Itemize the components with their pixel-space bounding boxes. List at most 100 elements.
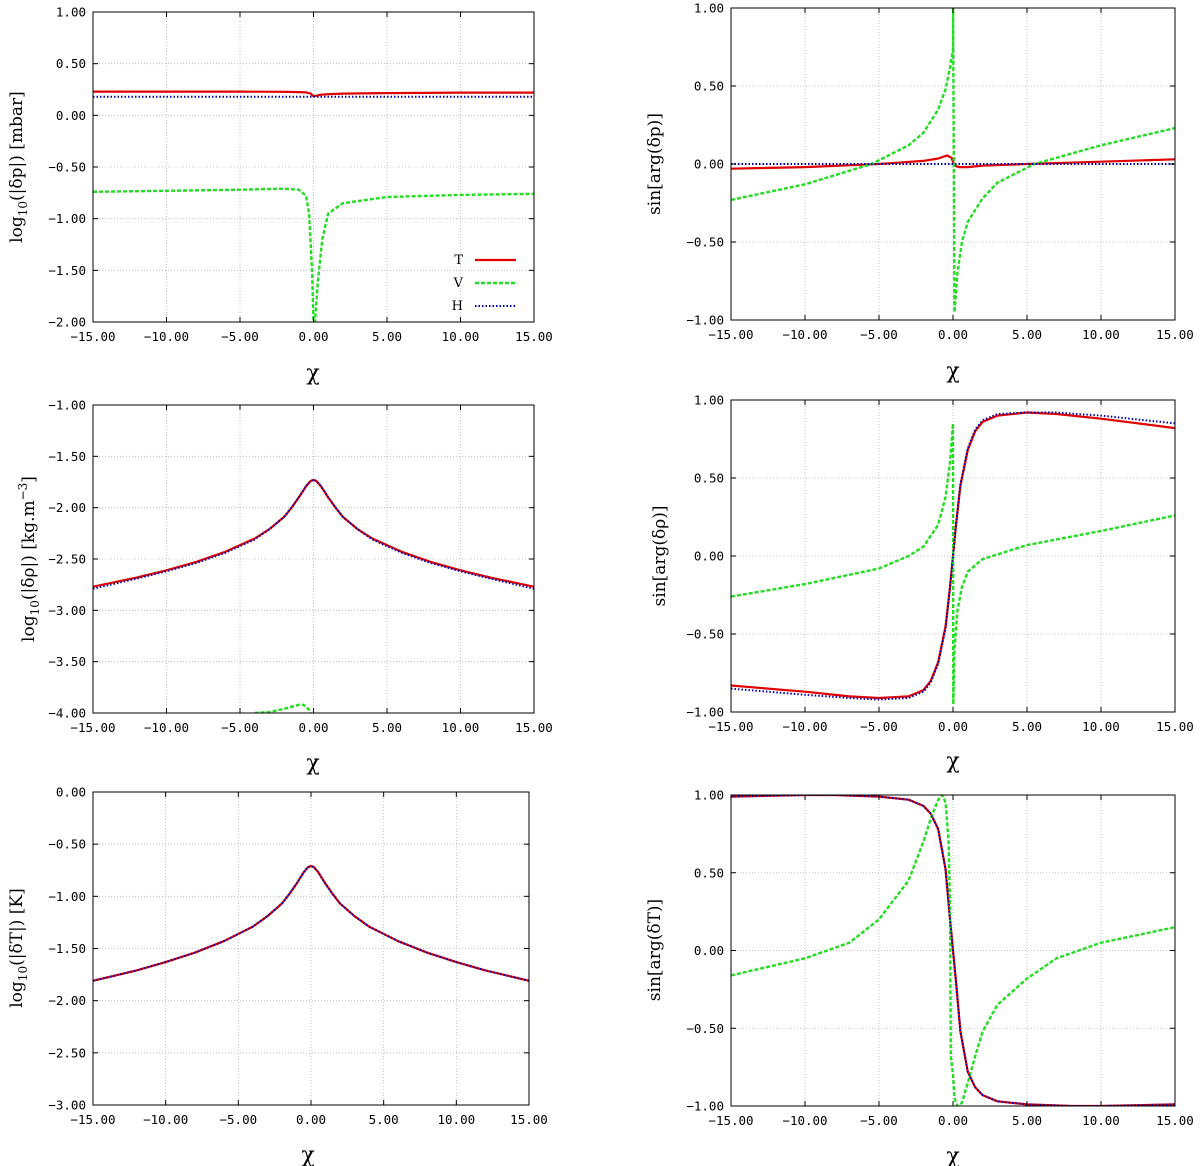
y-tick-label: −1.50 bbox=[48, 449, 86, 464]
x-axis-label: χ bbox=[946, 1144, 959, 1166]
x-tick-label: −15.00 bbox=[70, 1112, 115, 1127]
x-tick-label: −5.00 bbox=[860, 719, 898, 734]
x-tick-label: −10.00 bbox=[144, 329, 189, 344]
y-axis-label: log10(|δT|) [K] bbox=[7, 888, 30, 1008]
y-tick-label: 1.00 bbox=[56, 5, 86, 20]
x-axis-label: χ bbox=[946, 359, 959, 384]
y-tick-label: −1.00 bbox=[48, 211, 86, 226]
x-tick-label: 10.00 bbox=[438, 1112, 476, 1127]
y-tick-label: −0.50 bbox=[48, 837, 86, 852]
y-axis-label: sin[arg(δp)] bbox=[645, 113, 665, 215]
y-tick-label: 0.00 bbox=[56, 108, 86, 123]
series-V-line bbox=[731, 422, 1175, 706]
y-tick-label: 0.50 bbox=[56, 56, 86, 71]
x-tick-label: 0.00 bbox=[938, 719, 968, 734]
x-tick-label: 15.00 bbox=[510, 1112, 548, 1127]
y-tick-label: −1.00 bbox=[48, 889, 86, 904]
series-V-line bbox=[93, 187, 534, 322]
y-tick-label: −2.00 bbox=[48, 993, 86, 1008]
series-H-line bbox=[731, 795, 1175, 1106]
x-tick-label: 5.00 bbox=[372, 329, 402, 344]
x-tick-label: −15.00 bbox=[70, 720, 115, 735]
y-tick-label: −2.00 bbox=[48, 315, 86, 330]
x-tick-label: 5.00 bbox=[1012, 1113, 1042, 1128]
x-tick-label: 10.00 bbox=[442, 720, 480, 735]
chart-arg_drho: −15.00 −10.00 −5.00 0.00 5.00 10.00 15.00 −1.00… bbox=[650, 393, 1194, 775]
x-tick-label: 5.00 bbox=[1012, 327, 1042, 342]
y-tick-label: −1.50 bbox=[48, 263, 86, 278]
y-tick-label: −0.50 bbox=[686, 627, 724, 642]
x-tick-label: 10.00 bbox=[1082, 1113, 1120, 1128]
x-tick-label: 0.00 bbox=[938, 327, 968, 342]
x-tick-label: 10.00 bbox=[1082, 719, 1120, 734]
y-tick-label: −2.00 bbox=[48, 500, 86, 515]
x-tick-label: 0.00 bbox=[938, 1113, 968, 1128]
y-tick-label: −4.00 bbox=[48, 706, 86, 721]
x-tick-label: −10.00 bbox=[143, 1112, 188, 1127]
y-tick-label: 1.00 bbox=[694, 788, 724, 803]
y-tick-label: 0.00 bbox=[694, 549, 724, 564]
x-axis-label: χ bbox=[306, 751, 319, 776]
y-tick-label: −3.00 bbox=[48, 1098, 86, 1113]
x-tick-label: −15.00 bbox=[708, 719, 753, 734]
legend-label-V: V bbox=[453, 276, 464, 291]
x-tick-label: 10.00 bbox=[1082, 327, 1120, 342]
x-axis-label: χ bbox=[301, 1143, 314, 1166]
x-tick-label: 15.00 bbox=[515, 329, 553, 344]
x-tick-label: −5.00 bbox=[221, 720, 259, 735]
x-tick-label: −5.00 bbox=[220, 1112, 258, 1127]
x-tick-label: 0.00 bbox=[296, 1112, 326, 1127]
y-tick-label: 0.50 bbox=[694, 865, 724, 880]
x-tick-label: 0.00 bbox=[298, 329, 328, 344]
y-tick-label: 0.00 bbox=[694, 943, 724, 958]
y-tick-label: 0.00 bbox=[56, 785, 86, 800]
x-tick-label: −5.00 bbox=[860, 1113, 898, 1128]
x-tick-label: 10.00 bbox=[442, 329, 480, 344]
x-tick-label: 15.00 bbox=[1156, 327, 1194, 342]
x-tick-label: −15.00 bbox=[708, 327, 753, 342]
y-tick-label: 0.50 bbox=[694, 471, 724, 486]
y-tick-label: 0.50 bbox=[694, 79, 724, 94]
series-H-line bbox=[93, 865, 529, 982]
x-tick-label: −10.00 bbox=[782, 1113, 827, 1128]
y-tick-label: −1.00 bbox=[686, 313, 724, 328]
x-tick-label: −15.00 bbox=[70, 329, 115, 344]
y-tick-label: −0.50 bbox=[686, 235, 724, 250]
x-tick-label: −10.00 bbox=[782, 719, 827, 734]
x-tick-label: 0.00 bbox=[298, 720, 328, 735]
y-tick-label: −3.50 bbox=[48, 654, 86, 669]
y-tick-label: −2.50 bbox=[48, 1045, 86, 1060]
legend-label-H: H bbox=[452, 299, 463, 314]
y-tick-label: 1.00 bbox=[694, 393, 724, 408]
series-H-line bbox=[731, 411, 1175, 701]
chart-abs_dT: −15.00 −10.00 −5.00 0.00 5.00 10.00 15.00 −3.00… bbox=[7, 785, 548, 1166]
y-tick-label: −0.50 bbox=[686, 1021, 724, 1036]
y-tick-label: 1.00 bbox=[694, 1, 724, 16]
x-tick-label: −10.00 bbox=[144, 720, 189, 735]
y-tick-label: −1.00 bbox=[686, 705, 724, 720]
chart-abs_drho: −15.00 −10.00 −5.00 0.00 5.00 10.00 15.00 −4.00… bbox=[16, 398, 553, 777]
chart-abs_dp: −15.00 −10.00 −5.00 0.00 5.00 10.00 15.00 −2.00… bbox=[7, 5, 553, 387]
chart-arg_dp: −15.00 −10.00 −5.00 0.00 5.00 10.00 15.00 −1.00… bbox=[645, 1, 1194, 385]
x-tick-label: −10.00 bbox=[782, 327, 827, 342]
y-tick-label: −1.00 bbox=[686, 1099, 724, 1114]
series-H-line bbox=[93, 478, 534, 590]
x-tick-label: 15.00 bbox=[1156, 719, 1194, 734]
x-tick-label: 5.00 bbox=[369, 1112, 399, 1127]
x-tick-label: −15.00 bbox=[708, 1113, 753, 1128]
y-axis-label: log10(|δρ|) [kg.m−3] bbox=[16, 476, 42, 642]
x-tick-label: 5.00 bbox=[372, 720, 402, 735]
series-V-line bbox=[731, 8, 1175, 314]
y-tick-label: −0.50 bbox=[48, 160, 86, 175]
y-tick-label: −2.50 bbox=[48, 552, 86, 567]
x-tick-label: 15.00 bbox=[1156, 1113, 1194, 1128]
x-tick-label: −5.00 bbox=[860, 327, 898, 342]
y-tick-label: −1.50 bbox=[48, 941, 86, 956]
legend: TVH bbox=[452, 253, 516, 314]
legend-label-T: T bbox=[454, 253, 463, 268]
x-tick-label: −5.00 bbox=[221, 329, 259, 344]
x-tick-label: 15.00 bbox=[515, 720, 553, 735]
y-tick-label: 0.00 bbox=[694, 157, 724, 172]
y-axis-label: log10(|δp|) [mbar] bbox=[7, 91, 30, 243]
